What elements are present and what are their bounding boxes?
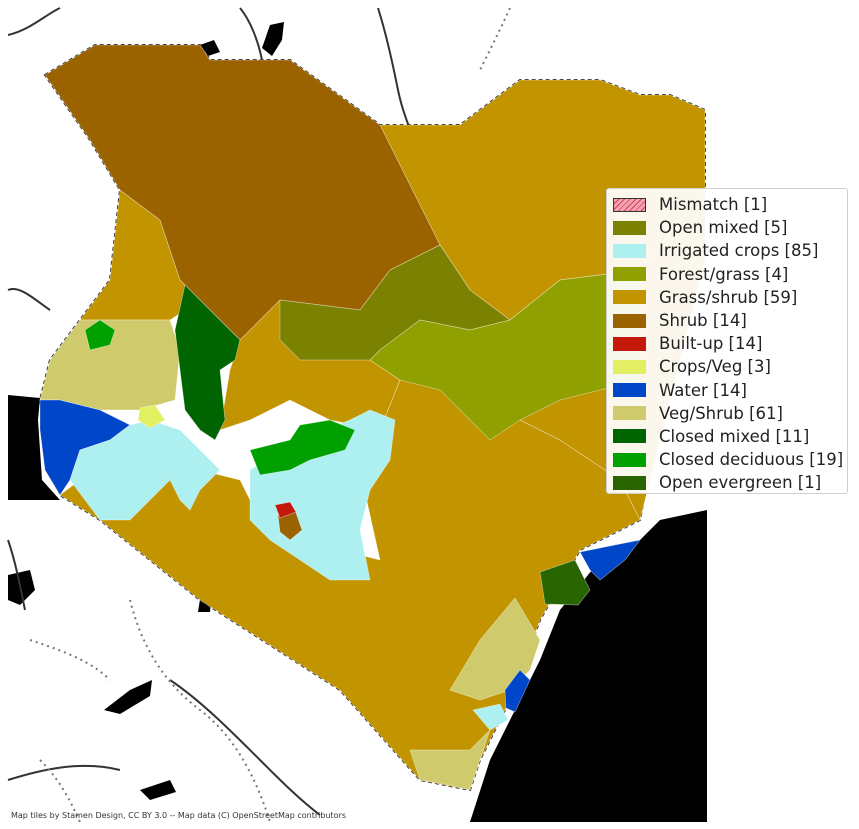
region-crops-veg[interactable] [137,404,166,429]
legend-item: Closed mixed [11] [613,425,847,448]
legend-item: Closed deciduous [19] [613,448,847,471]
legend: Mismatch [1] Open mixed [5] Irrigated crop… [606,188,848,494]
legend-item: Built-up [14] [613,332,847,355]
legend-item: Open evergreen [1] [613,471,847,494]
boundary-road-3 [377,7,416,141]
legend-swatch [613,313,646,328]
legend-label: Irrigated crops [85] [659,241,819,261]
legend-label: Mismatch [1] [659,195,768,215]
legend-swatch [613,336,646,351]
legend-label: Open mixed [5] [659,218,788,238]
legend-label: Crops/Veg [3] [659,357,771,377]
legend-item: Irrigated crops [85] [613,239,847,262]
region-irrigated-west[interactable] [69,419,221,521]
region-closed-deciduous-central[interactable] [249,419,356,476]
legend-swatch [613,383,646,398]
legend-label: Water [14] [659,380,747,400]
boundary-dotted-1 [479,7,511,71]
legend-swatch [613,220,646,235]
legend-label: Forest/grass [4] [659,264,789,284]
region-irrigated-south[interactable] [472,703,509,731]
boundary-road-4 [7,288,51,311]
region-built-up[interactable] [274,501,297,519]
legend-label: Closed deciduous [19] [659,450,844,470]
boundary-road-2 [239,7,263,61]
region-veg-shrub-south-tip[interactable] [409,729,491,791]
legend-item: Grass/shrub [59] [613,286,847,309]
region-closed-mixed[interactable] [174,284,241,441]
region-open-evergreen[interactable] [539,559,591,606]
legend-swatch [613,243,646,258]
legend-item: Forest/grass [4] [613,263,847,286]
boundary-road-6 [169,679,321,816]
region-water-southcoast[interactable] [504,669,531,713]
region-closed-deciduous-west[interactable] [84,319,116,351]
legend-swatch [613,475,646,490]
west-coast-lake [8,570,35,605]
lake-top [262,22,284,56]
legend-item: Crops/Veg [3] [613,355,847,378]
boundary-road-1 [7,7,61,36]
legend-swatch [613,359,646,374]
legend-swatch [613,406,646,421]
legend-label: Grass/shrub [59] [659,287,798,307]
legend-swatch [613,452,646,467]
boundary-dotted-2 [129,599,271,823]
legend-label: Closed mixed [11] [659,426,810,446]
legend-label: Open evergreen [1] [659,473,822,493]
legend-label: Built-up [14] [659,334,763,354]
legend-swatch [613,267,646,282]
boundary-road-7 [7,764,121,781]
legend-swatch [613,197,646,212]
legend-swatch [613,290,646,305]
legend-swatch [613,429,646,444]
indian-ocean [470,510,707,822]
legend-item: Water [14] [613,379,847,402]
legend-label: Veg/Shrub [61] [659,403,783,423]
boundary-dotted-4 [39,759,81,823]
region-water-coast[interactable] [579,539,641,581]
boundary-road-5 [7,539,26,611]
legend-item: Veg/Shrub [61] [613,402,847,425]
lake-top-small [200,40,220,56]
legend-label: Shrub [14] [659,311,747,331]
lake-victoria [8,395,60,500]
legend-item: Shrub [14] [613,309,847,332]
basemap [7,7,707,823]
attribution: Map tiles by Stamen Design, CC BY 3.0 --… [11,811,347,820]
legend-item: Mismatch [1] [613,193,847,216]
boundary-dotted-3 [29,639,111,681]
lake-bottom-3 [140,780,176,800]
lake-bottom-1 [104,680,152,714]
legend-item: Open mixed [5] [613,216,847,239]
